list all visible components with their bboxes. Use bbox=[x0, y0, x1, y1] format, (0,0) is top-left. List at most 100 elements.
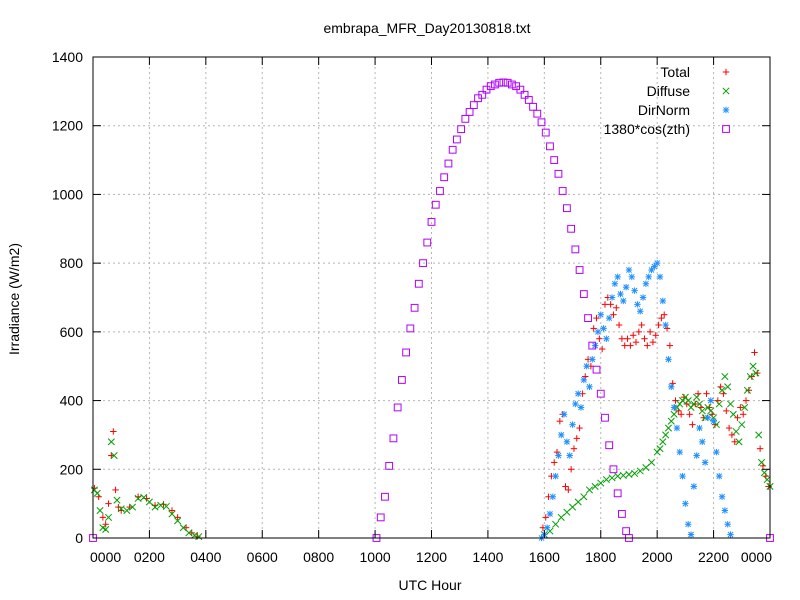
data-point bbox=[452, 135, 461, 144]
data-point bbox=[568, 503, 577, 511]
data-point bbox=[613, 304, 620, 312]
y-tick-label: 1000 bbox=[52, 186, 83, 202]
x-tick-label: 1800 bbox=[585, 549, 616, 565]
data-point bbox=[622, 527, 631, 536]
data-point bbox=[757, 458, 766, 466]
data-point bbox=[664, 424, 673, 432]
data-point bbox=[566, 452, 573, 459]
data-point bbox=[667, 417, 675, 425]
data-point bbox=[620, 297, 627, 305]
data-point bbox=[140, 493, 148, 502]
data-point bbox=[610, 311, 617, 318]
data-point bbox=[662, 431, 670, 439]
data-point bbox=[613, 489, 622, 498]
data-point bbox=[715, 400, 723, 408]
data-point bbox=[648, 266, 655, 274]
y-tick-label: 1200 bbox=[52, 118, 83, 134]
data-point bbox=[615, 321, 623, 329]
data-point bbox=[725, 424, 733, 432]
x-axis-label: UTC Hour bbox=[398, 577, 461, 593]
data-point bbox=[618, 335, 626, 342]
data-point bbox=[588, 341, 597, 350]
data-point bbox=[734, 414, 741, 421]
data-point bbox=[693, 393, 701, 401]
data-point bbox=[614, 273, 621, 281]
data-point bbox=[748, 373, 755, 380]
data-point bbox=[554, 169, 563, 178]
data-point bbox=[724, 521, 731, 528]
data-point bbox=[710, 414, 718, 422]
data-point bbox=[703, 390, 710, 397]
data-point bbox=[724, 383, 732, 391]
data-point bbox=[596, 335, 603, 342]
data-point bbox=[603, 335, 610, 342]
legend-symbol bbox=[722, 106, 730, 114]
data-point bbox=[746, 372, 754, 381]
data-point bbox=[638, 321, 645, 329]
data-point bbox=[617, 290, 624, 298]
data-point bbox=[765, 483, 772, 490]
data-point bbox=[682, 500, 689, 507]
legend-item: 1380*cos(zth) bbox=[604, 121, 730, 137]
data-point bbox=[602, 476, 610, 484]
data-point bbox=[636, 467, 644, 475]
x-tick-label: 1400 bbox=[472, 549, 503, 565]
data-point bbox=[465, 108, 474, 116]
data-point bbox=[634, 301, 641, 308]
x-tick-label: 0400 bbox=[190, 549, 221, 565]
data-point bbox=[592, 365, 601, 374]
data-point bbox=[659, 297, 667, 305]
data-point bbox=[560, 411, 568, 418]
data-point bbox=[591, 342, 599, 349]
data-point bbox=[436, 187, 444, 195]
data-point bbox=[461, 114, 470, 123]
data-point bbox=[96, 506, 104, 515]
data-point bbox=[93, 489, 101, 497]
data-point bbox=[593, 314, 600, 322]
data-point bbox=[491, 80, 499, 89]
data-point bbox=[721, 507, 729, 514]
data-point bbox=[562, 483, 569, 490]
y-tick-label: 1400 bbox=[52, 49, 83, 65]
data-point bbox=[752, 369, 760, 377]
data-point bbox=[658, 314, 665, 322]
data-point bbox=[195, 533, 203, 541]
data-point bbox=[684, 521, 692, 528]
data-point bbox=[102, 525, 110, 533]
data-point bbox=[563, 438, 571, 445]
data-point bbox=[728, 431, 736, 439]
series-layer bbox=[89, 78, 774, 542]
data-point bbox=[707, 407, 715, 415]
data-point bbox=[580, 376, 588, 384]
data-point bbox=[704, 414, 712, 421]
data-point bbox=[760, 469, 768, 477]
data-point bbox=[751, 349, 758, 356]
data-point bbox=[631, 469, 639, 477]
data-point bbox=[486, 82, 495, 91]
data-point bbox=[627, 342, 634, 349]
data-point bbox=[677, 411, 685, 418]
data-point bbox=[676, 448, 683, 456]
data-point bbox=[112, 486, 119, 494]
data-point bbox=[567, 224, 576, 233]
data-point bbox=[529, 102, 537, 111]
data-point bbox=[740, 411, 747, 418]
data-point bbox=[742, 397, 750, 404]
data-point bbox=[659, 438, 667, 446]
data-point bbox=[731, 438, 738, 445]
data-point bbox=[689, 421, 696, 428]
data-point bbox=[605, 441, 614, 450]
data-point bbox=[584, 314, 592, 323]
data-point bbox=[157, 501, 165, 509]
data-point bbox=[693, 452, 700, 459]
legend-symbol bbox=[722, 125, 730, 133]
data-point bbox=[622, 283, 630, 291]
legend-label: 1380*cos(zth) bbox=[604, 121, 690, 137]
data-point bbox=[541, 128, 550, 137]
data-point bbox=[737, 404, 744, 411]
data-point bbox=[546, 142, 554, 151]
data-point bbox=[594, 328, 602, 336]
data-point bbox=[597, 479, 605, 487]
